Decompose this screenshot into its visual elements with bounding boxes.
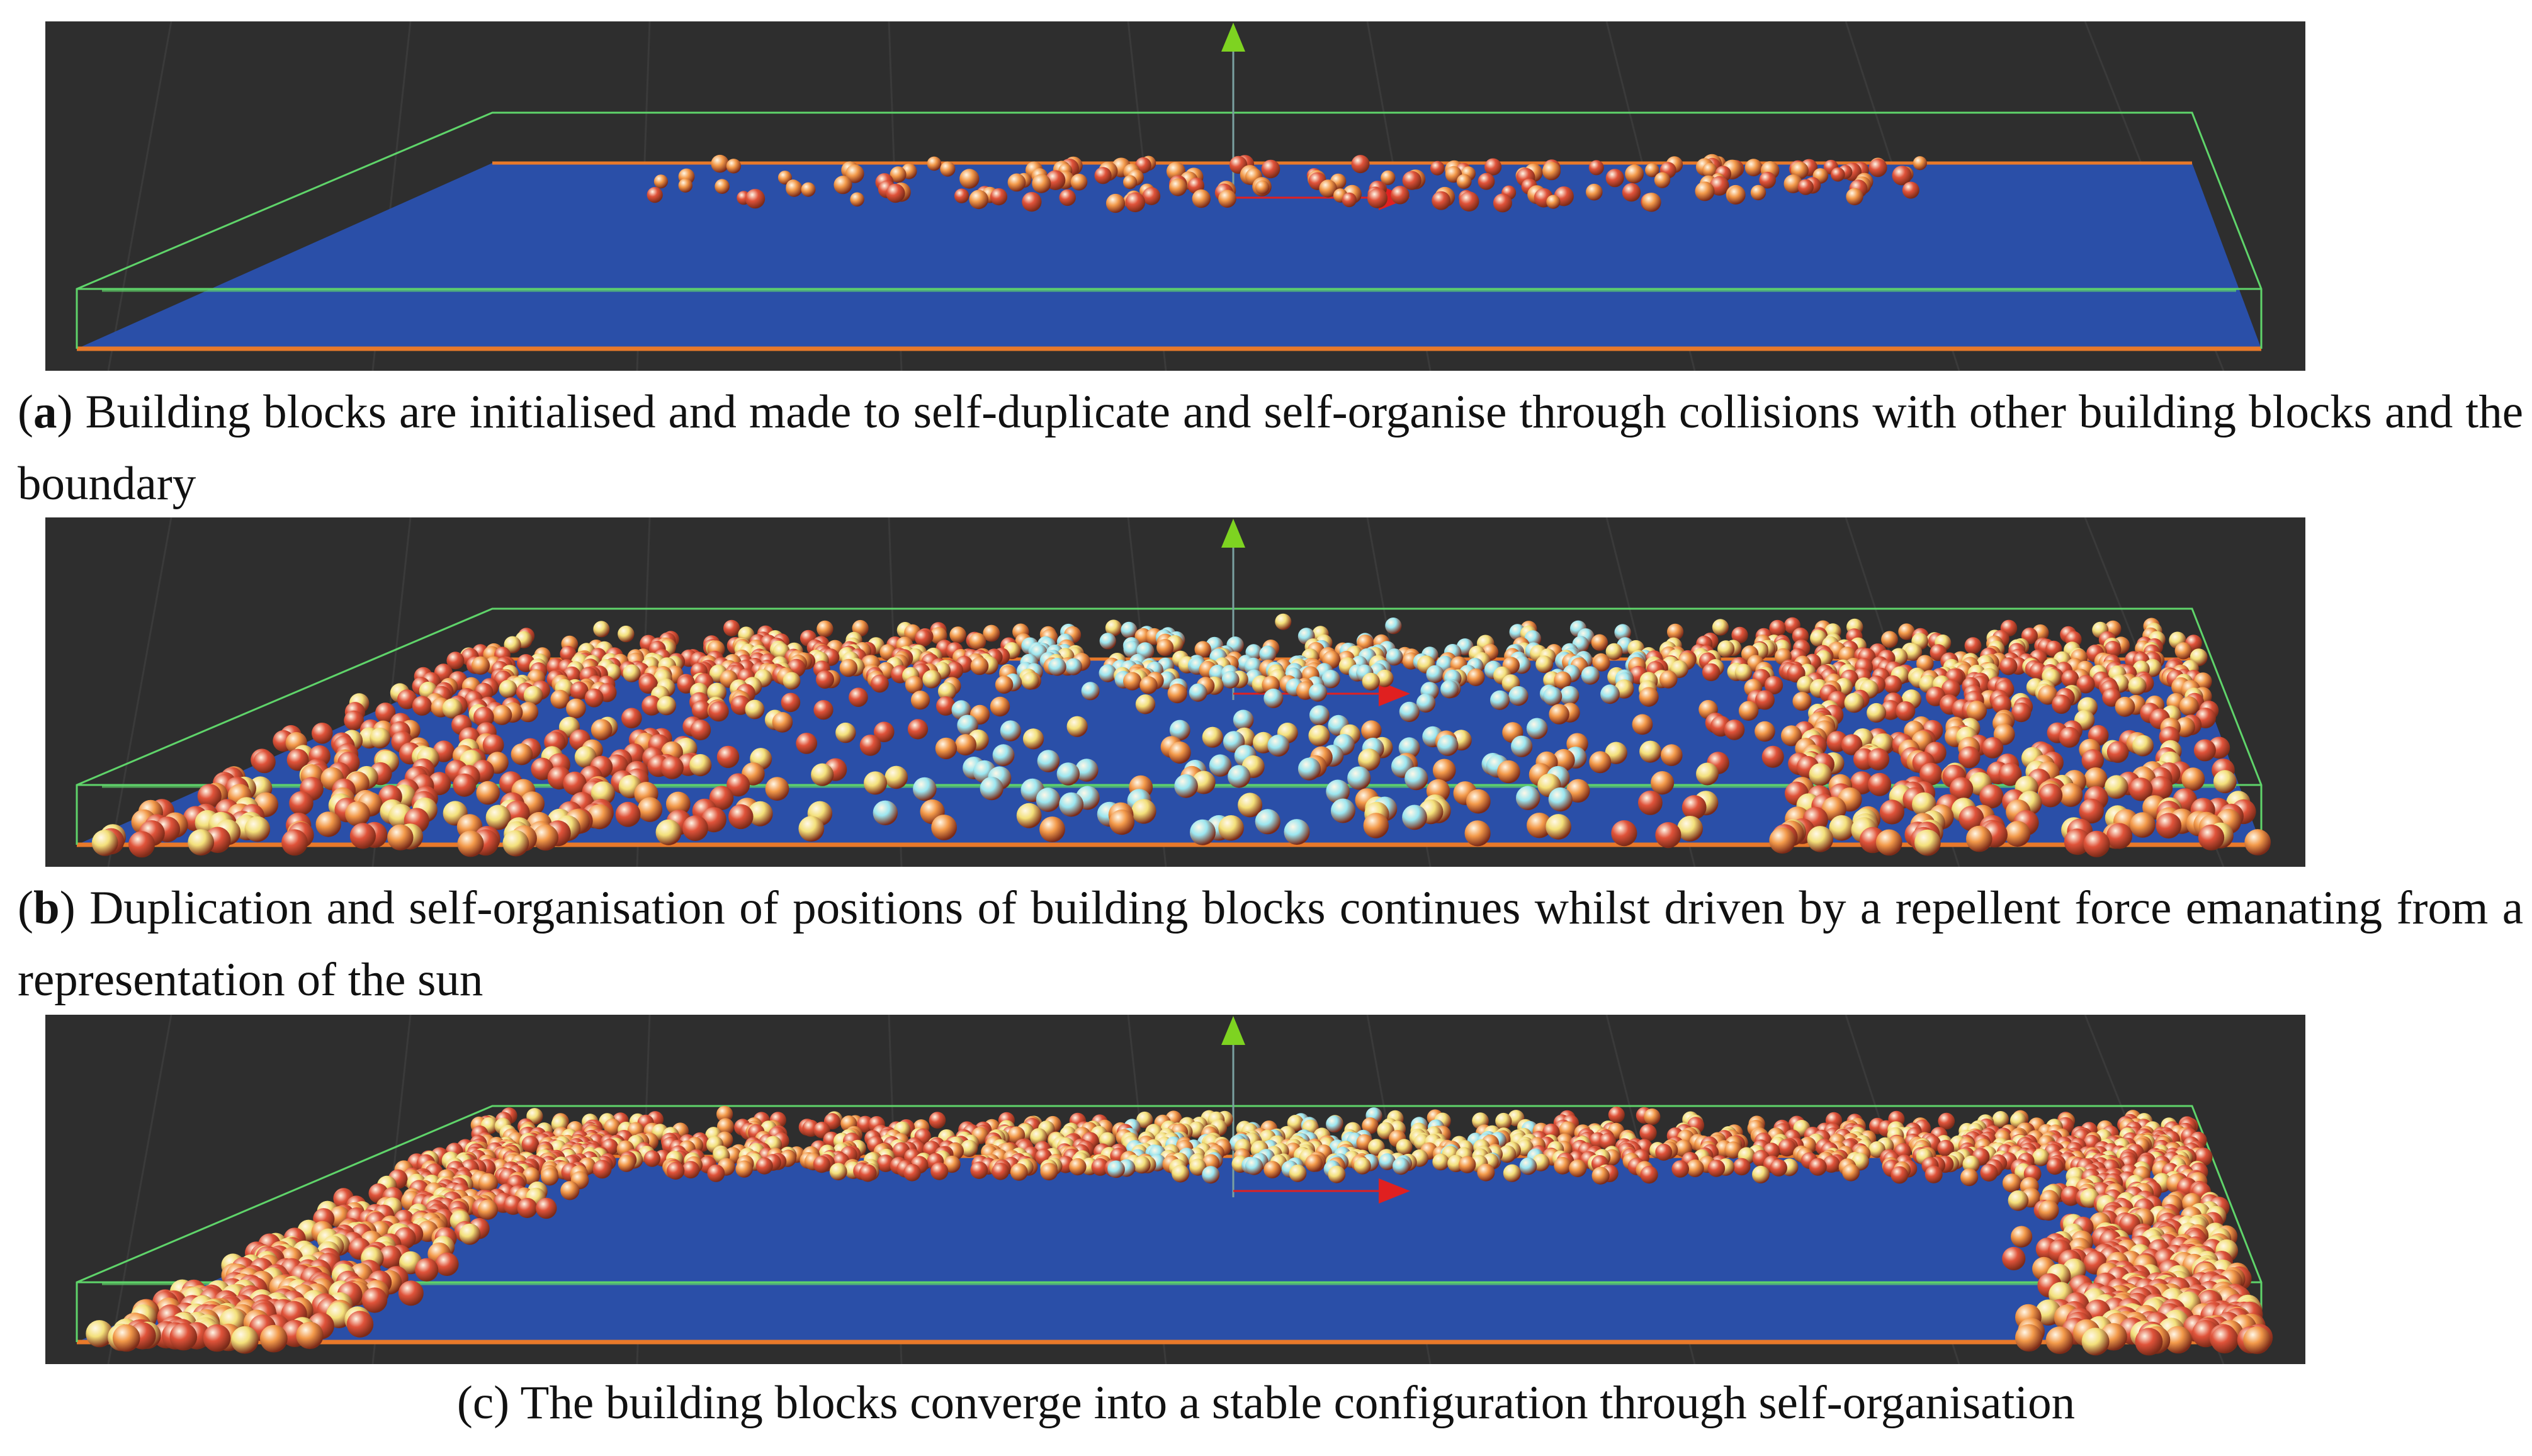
scene-view-c bbox=[76, 1015, 2273, 1364]
building-blocks bbox=[86, 1105, 2273, 1356]
scene-view-b bbox=[76, 517, 2271, 867]
caption-text: The building blocks converge into a stab… bbox=[509, 1377, 2076, 1429]
caption-c: (c) The building blocks converge into a … bbox=[456, 1377, 2076, 1429]
up-arrow-icon bbox=[1221, 1016, 1245, 1045]
caption-label: b bbox=[33, 882, 60, 934]
boundary-box bbox=[76, 1105, 2263, 1342]
floor-plane bbox=[77, 1156, 2261, 1342]
caption-text: Duplication and self-organisation of pos… bbox=[18, 882, 2523, 1006]
caption-label: c bbox=[472, 1377, 494, 1429]
building-blocks bbox=[91, 613, 2271, 858]
building-blocks bbox=[647, 154, 1927, 213]
up-arrow-icon bbox=[1221, 519, 1245, 548]
scene-panel-a bbox=[45, 21, 2305, 371]
scene-panel-c bbox=[45, 1015, 2305, 1364]
scene-view-a bbox=[76, 21, 2263, 371]
boundary-box bbox=[76, 111, 2263, 349]
scene-panel-b bbox=[45, 517, 2305, 867]
caption-a: (a) Building blocks are initialised and … bbox=[18, 386, 2523, 510]
floor-plane bbox=[77, 163, 2261, 349]
caption-text: Building blocks are initialised and made… bbox=[18, 386, 2523, 510]
right-arrow-icon bbox=[1379, 681, 1410, 706]
up-arrow-icon bbox=[1221, 23, 1245, 52]
caption-b: (b) Duplication and self-organisation of… bbox=[18, 882, 2523, 1006]
right-arrow-icon bbox=[1379, 1178, 1410, 1204]
caption-label: a bbox=[33, 386, 57, 438]
axis-gizmo bbox=[1221, 1016, 1410, 1204]
